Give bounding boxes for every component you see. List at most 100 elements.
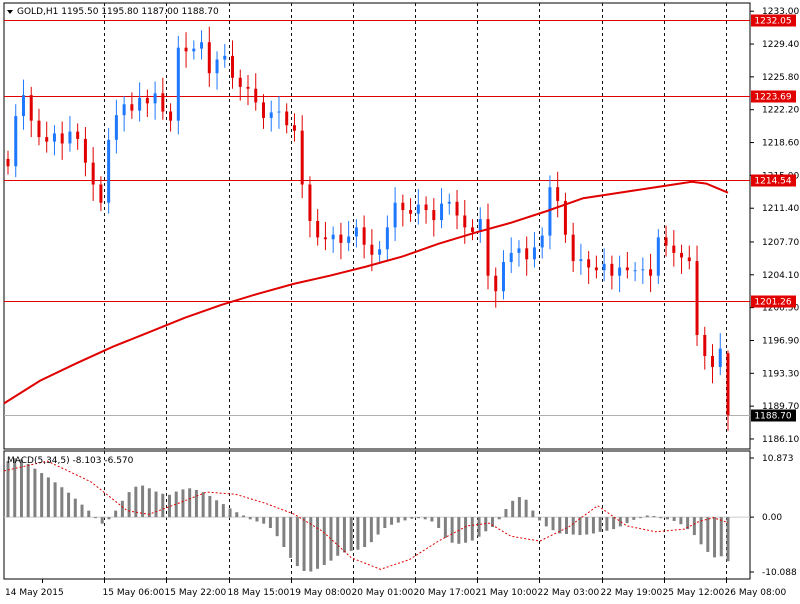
macd-bar — [639, 517, 643, 519]
macd-bar — [67, 492, 71, 518]
macd-bar — [410, 517, 414, 519]
candle-body — [254, 88, 258, 103]
candle-body — [114, 115, 118, 140]
y-tick-label: 1211.40 — [762, 204, 799, 214]
macd-bar — [437, 517, 441, 529]
macd-bar — [416, 517, 420, 519]
candle-body — [362, 227, 366, 245]
candle-body — [587, 259, 591, 268]
candle-body — [726, 353, 730, 416]
candle-body — [29, 95, 33, 121]
candle-body — [641, 269, 645, 271]
macd-bar — [625, 517, 629, 524]
x-tick-label: 22 May 03:00 — [538, 588, 600, 598]
macd-bar — [114, 510, 118, 518]
candle-body — [52, 133, 56, 142]
macd-bar — [369, 517, 373, 543]
candle-body — [308, 184, 312, 221]
macd-bar — [342, 517, 346, 553]
macd-bar — [329, 517, 333, 561]
current-price-label: 1188.70 — [754, 412, 791, 422]
candle-body — [517, 248, 521, 253]
candle-body — [122, 104, 126, 116]
candle-body — [656, 237, 660, 276]
candle-body — [153, 93, 157, 104]
y-tick-label: 1193.30 — [762, 369, 799, 379]
candle-body — [339, 234, 343, 243]
macd-bar — [430, 517, 434, 522]
x-tick-label: 19 May 08:00 — [290, 588, 352, 598]
candle-body — [37, 120, 41, 138]
macd-bar — [497, 517, 501, 520]
macd-bar — [551, 517, 555, 531]
x-tick-label: 18 May 15:00 — [228, 588, 290, 598]
candle-body — [261, 102, 265, 118]
x-tick-label: 15 May 22:00 — [165, 588, 227, 598]
macd-bar — [80, 504, 84, 518]
candle-body — [532, 247, 536, 260]
candle-body — [602, 263, 606, 271]
macd-bar — [194, 489, 198, 518]
candle-body — [76, 131, 80, 139]
macd-bar — [464, 517, 468, 543]
macd-bar — [511, 500, 515, 518]
candle-body — [718, 348, 722, 367]
dropdown-triangle-icon[interactable] — [7, 10, 13, 14]
macd-bar — [598, 517, 602, 532]
candle-body — [471, 227, 475, 232]
y-tick-label: 1222.20 — [762, 106, 799, 116]
macd-bar — [33, 468, 37, 518]
candle-body — [548, 187, 552, 236]
macd-bar — [591, 517, 595, 534]
macd-bar — [275, 517, 279, 537]
candle-body — [672, 245, 676, 253]
x-tick-label: 14 May 2015 — [5, 588, 64, 598]
macd-y-tick-label: -10.088 — [762, 568, 797, 578]
macd-bar — [726, 517, 730, 562]
candle-body — [579, 259, 583, 262]
level-price-label: 1201.26 — [754, 298, 791, 308]
macd-y-tick-label: 0.00 — [762, 513, 782, 523]
candle-body — [207, 42, 211, 74]
candle-body — [331, 234, 335, 240]
candle-body — [478, 219, 482, 232]
candle-body — [416, 204, 420, 214]
macd-bar — [632, 517, 636, 520]
macd-bar — [154, 491, 158, 518]
level-price-tag — [751, 14, 796, 27]
macd-bar — [46, 477, 50, 518]
macd-bar — [443, 517, 447, 538]
macd-bar — [504, 508, 508, 518]
candle-body — [99, 184, 103, 203]
price-panel[interactable] — [3, 2, 751, 450]
macd-bar — [295, 517, 299, 567]
y-tick-label: 1189.70 — [762, 402, 799, 412]
macd-bar — [719, 517, 723, 557]
candle-body — [393, 202, 397, 228]
macd-title: MACD(5,34,5) -8.103 -6.570 — [7, 456, 134, 466]
candle-body — [21, 95, 25, 117]
candle-body — [455, 201, 459, 216]
macd-bar — [120, 500, 124, 518]
candle-body — [277, 111, 281, 113]
macd-bar — [490, 517, 494, 527]
candle-body — [323, 237, 327, 240]
macd-bar — [309, 517, 313, 572]
macd-bar — [396, 517, 400, 523]
macd-bar — [40, 473, 44, 518]
macd-bar — [531, 510, 535, 518]
candle-body — [501, 262, 505, 292]
macd-bar — [578, 517, 582, 536]
candle-body — [409, 210, 413, 214]
macd-bar — [363, 517, 367, 548]
macd-bar — [470, 517, 474, 541]
candle-body — [563, 200, 567, 235]
macd-bar — [174, 491, 178, 518]
candle-body — [269, 112, 273, 118]
macd-bar — [652, 516, 656, 518]
x-tick-label: 20 May 17:00 — [414, 588, 476, 598]
macd-bar — [665, 517, 669, 520]
level-price-tag — [751, 174, 796, 187]
